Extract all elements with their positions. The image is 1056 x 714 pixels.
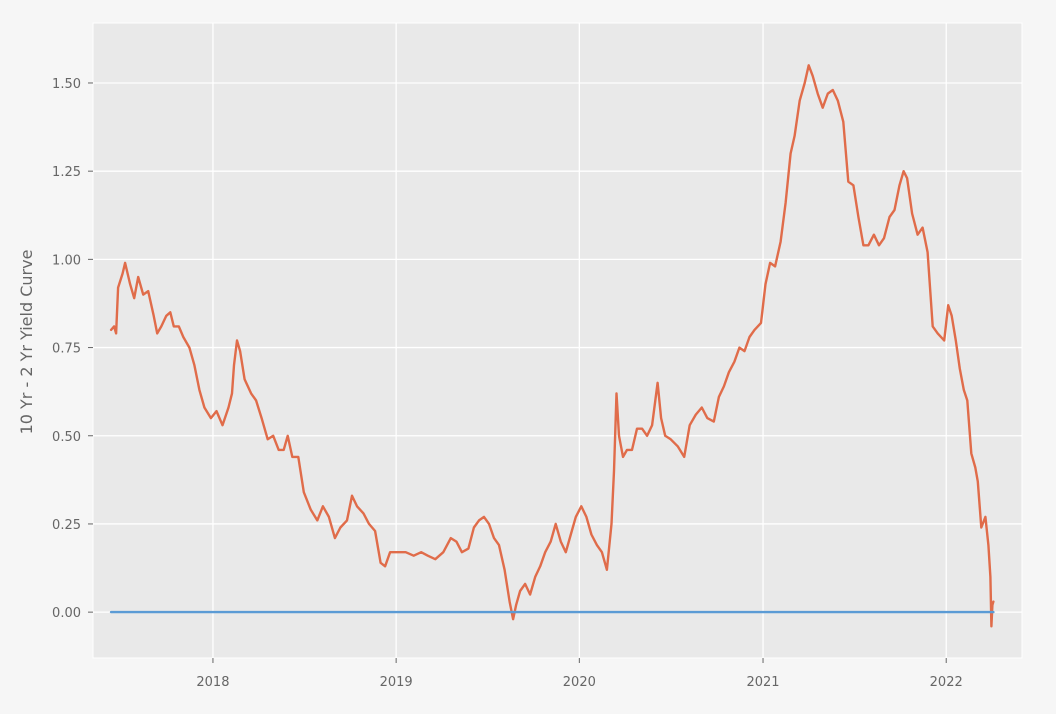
y-tick-label: 0.25 <box>52 518 81 533</box>
yield-curve-line <box>109 64 995 628</box>
grid-layer <box>93 23 1022 658</box>
series-layer <box>109 64 995 628</box>
y-tick-layer: 0.00 0.25 0.50 0.75 1.00 1.25 1.50 <box>52 77 93 621</box>
x-tick-label: 2019 <box>380 675 413 690</box>
y-tick-label: 0.50 <box>52 430 81 445</box>
y-tick-label: 0.75 <box>52 342 81 357</box>
y-tick-label: 0.00 <box>52 606 81 621</box>
plot-area <box>92 22 1023 659</box>
x-tick-label: 2022 <box>930 675 963 690</box>
y-tick-label: 1.00 <box>52 253 81 268</box>
x-tick-label: 2018 <box>196 675 229 690</box>
x-tick-label: 2020 <box>563 675 596 690</box>
y-axis-label: 10 Yr - 2 Yr Yield Curve <box>17 250 36 435</box>
x-tick-layer: 2018 2019 2020 2021 2022 <box>196 658 963 690</box>
y-tick-label: 1.50 <box>52 77 81 92</box>
x-tick-label: 2021 <box>746 675 779 690</box>
y-tick-label: 1.25 <box>52 165 81 180</box>
